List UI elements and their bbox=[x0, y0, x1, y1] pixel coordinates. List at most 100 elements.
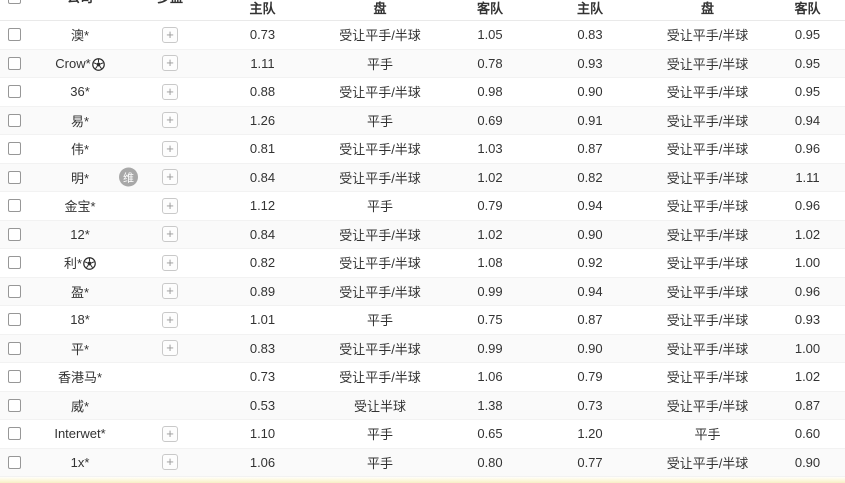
home-odds-1: 0.89 bbox=[249, 283, 276, 299]
expand-plus-button[interactable]: + bbox=[162, 454, 178, 471]
row-checkbox[interactable] bbox=[8, 455, 21, 469]
multi-cell: + bbox=[130, 78, 210, 106]
home-odds-2: 0.90 bbox=[577, 226, 603, 242]
company-name: Crow* bbox=[55, 55, 91, 71]
home-odds-1: 0.84 bbox=[249, 226, 276, 242]
row-checkbox[interactable] bbox=[8, 427, 21, 441]
handicap-2: 受让平手/半球 bbox=[666, 142, 749, 158]
away-odds-1: 0.75 bbox=[477, 312, 503, 328]
handicap-1: 受让平手/半球 bbox=[339, 284, 421, 300]
row-checkbox[interactable] bbox=[8, 170, 21, 184]
expand-plus-button[interactable]: + bbox=[162, 112, 178, 129]
multi-cell: + bbox=[130, 420, 210, 448]
away-odds-1: 1.05 bbox=[477, 27, 503, 43]
table-row: 金宝* + 1.12 平手 0.79 0.94 受让平手/半球 0.96 bbox=[0, 192, 845, 221]
select-all-checkbox[interactable] bbox=[8, 0, 21, 4]
company-name: 明* bbox=[70, 170, 90, 186]
row-checkbox[interactable] bbox=[8, 341, 21, 355]
company-name: 伟* bbox=[70, 142, 90, 158]
table-row: 1x* + 1.06 平手 0.80 0.77 受让平手/半球 0.90 bbox=[0, 448, 845, 477]
home-odds-2: 0.77 bbox=[577, 454, 603, 470]
company-name: 平* bbox=[70, 341, 90, 357]
handicap-2: 受让平手/半球 bbox=[666, 56, 749, 72]
row-checkbox[interactable] bbox=[8, 398, 21, 412]
handicap-1: 受让平手/半球 bbox=[339, 341, 421, 357]
row-checkbox[interactable] bbox=[8, 85, 21, 99]
expand-plus-button[interactable]: + bbox=[162, 169, 178, 186]
expand-plus-button[interactable]: + bbox=[162, 340, 178, 357]
row-checkbox[interactable] bbox=[8, 56, 21, 70]
row-checkbox[interactable] bbox=[8, 227, 21, 241]
expand-plus-button[interactable]: + bbox=[162, 226, 178, 243]
row-select-cell bbox=[0, 221, 30, 249]
row-checkbox[interactable] bbox=[8, 313, 21, 327]
away-odds-2: 0.94 bbox=[794, 112, 821, 128]
multi-cell: + bbox=[130, 50, 210, 78]
row-select-cell bbox=[0, 306, 30, 334]
home-odds-2: 0.92 bbox=[577, 255, 603, 271]
company-name: 易* bbox=[70, 113, 90, 129]
away-odds-2: 1.11 bbox=[795, 169, 820, 185]
expand-plus-button[interactable]: + bbox=[162, 254, 178, 271]
company-cell: Crow* bbox=[30, 50, 130, 78]
away-odds-2: 0.90 bbox=[794, 454, 821, 470]
away-odds-1: 0.79 bbox=[477, 198, 503, 214]
table-row: 平* + 0.83 受让平手/半球 0.99 0.90 受让平手/半球 1.00 bbox=[0, 334, 845, 363]
home-odds-2: 0.79 bbox=[577, 369, 603, 385]
multi-cell: + bbox=[130, 192, 210, 220]
expand-plus-button[interactable]: + bbox=[162, 197, 178, 214]
handicap-2: 受让平手/半球 bbox=[666, 28, 749, 44]
row-select-cell bbox=[0, 21, 30, 49]
row-checkbox[interactable] bbox=[8, 284, 21, 298]
handicap-1: 平手 bbox=[366, 427, 393, 443]
header-cell-home-2: 主队 bbox=[576, 1, 603, 16]
handicap-1: 受让平手/半球 bbox=[339, 28, 421, 44]
expand-plus-button[interactable]: + bbox=[162, 83, 178, 100]
company-cell: 威* bbox=[30, 392, 130, 420]
table-row: Crow* + 1.11 平手 0.7 bbox=[0, 49, 845, 78]
away-odds-2: 0.87 bbox=[794, 397, 821, 413]
company-cell: 盈* bbox=[30, 278, 130, 306]
expand-plus-button[interactable]: + bbox=[162, 283, 178, 300]
home-odds-2: 0.73 bbox=[577, 397, 603, 413]
row-checkbox[interactable] bbox=[8, 113, 21, 127]
expand-plus-button[interactable]: + bbox=[162, 26, 178, 43]
multi-cell: + bbox=[130, 164, 210, 192]
row-checkbox[interactable] bbox=[8, 142, 21, 156]
company-name: 1x* bbox=[70, 454, 90, 470]
home-odds-2: 0.83 bbox=[577, 27, 603, 43]
company-header-label: 公司 bbox=[67, 0, 93, 6]
table-row: 伟* + 0.81 受让平手/半球 1.03 0.87 受让平手/半球 0.96 bbox=[0, 135, 845, 164]
header-cell-handicap-1: 盘 bbox=[373, 1, 387, 16]
row-checkbox[interactable] bbox=[8, 28, 21, 42]
expand-plus-button[interactable]: + bbox=[162, 140, 178, 157]
row-select-cell bbox=[0, 78, 30, 106]
handicap-2: 受让平手/半球 bbox=[666, 370, 749, 386]
row-checkbox[interactable] bbox=[8, 256, 21, 270]
row-select-cell bbox=[0, 335, 30, 363]
row-select-cell bbox=[0, 392, 30, 420]
handicap-1: 平手 bbox=[366, 313, 393, 329]
row-checkbox[interactable] bbox=[8, 370, 21, 384]
row-checkbox[interactable] bbox=[8, 199, 21, 213]
handicap-2: 受让平手/半球 bbox=[666, 256, 749, 272]
expand-plus-button[interactable]: + bbox=[162, 55, 178, 72]
expand-plus-button[interactable]: + bbox=[162, 311, 178, 328]
company-cell: 明* 维 bbox=[30, 164, 138, 192]
header-cell-home-1: 主队 bbox=[249, 1, 276, 16]
home-odds-1: 1.12 bbox=[249, 198, 276, 214]
away-odds-1: 0.78 bbox=[477, 55, 503, 71]
home-odds-2: 0.93 bbox=[577, 55, 603, 71]
handicap-2: 受让平手/半球 bbox=[666, 199, 749, 215]
handicap-1: 平手 bbox=[366, 455, 393, 471]
expand-plus-button[interactable]: + bbox=[162, 425, 178, 442]
company-cell: 香港马* bbox=[30, 363, 130, 391]
home-odds-1: 1.01 bbox=[249, 312, 276, 328]
soccer-ball-icon bbox=[83, 257, 96, 271]
multi-cell: + bbox=[130, 449, 210, 477]
home-odds-1: 1.26 bbox=[249, 112, 276, 128]
handicap-1: 受让平手/半球 bbox=[339, 256, 421, 272]
table-row: Interwet* + 1.10 平手 0.65 1.20 平手 0.60 bbox=[0, 420, 845, 449]
company-cell: 36* bbox=[30, 78, 130, 106]
